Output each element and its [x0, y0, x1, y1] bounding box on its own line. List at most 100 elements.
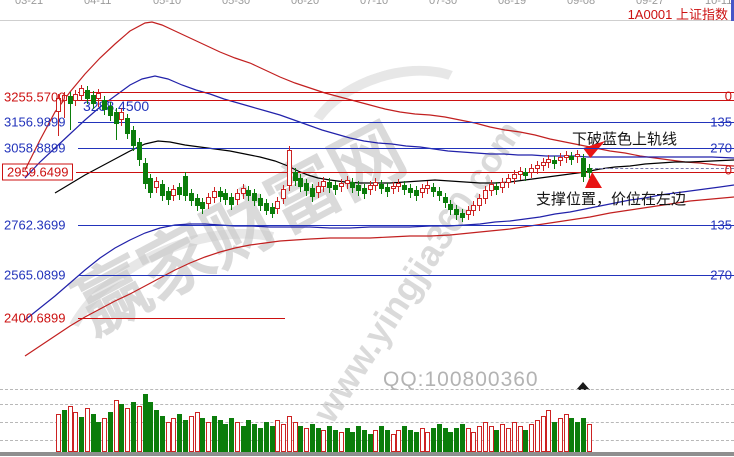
volume-bar	[241, 426, 246, 452]
candlestick	[114, 112, 119, 124]
candlestick	[160, 184, 165, 196]
candlestick	[119, 112, 124, 120]
candlestick	[91, 95, 96, 104]
candlestick	[581, 158, 586, 177]
volume-bar	[218, 420, 223, 452]
volume-bar	[62, 410, 67, 452]
candlestick	[402, 185, 407, 190]
volume-bar	[494, 430, 499, 452]
candlestick	[79, 88, 84, 96]
x-axis-date-label: 04-11	[84, 0, 112, 7]
volume-bar	[264, 422, 269, 452]
candlestick	[148, 178, 153, 193]
candlestick	[391, 186, 396, 189]
volume-bar	[558, 418, 563, 452]
y-axis-right-label: 0	[724, 88, 732, 104]
candlestick	[195, 198, 200, 206]
volume-bar	[275, 420, 280, 452]
candlestick	[396, 183, 401, 187]
volume-bar	[420, 428, 425, 452]
candlestick	[246, 190, 251, 196]
mid-lower-blue-curve	[24, 184, 734, 321]
volume-bar	[195, 412, 200, 452]
candlestick	[558, 157, 563, 161]
volume-bar	[137, 406, 142, 452]
volume-bar	[73, 412, 78, 452]
volume-bar	[385, 430, 390, 452]
candlestick	[166, 191, 171, 200]
volume-bar	[546, 410, 551, 452]
header-separator	[0, 20, 734, 21]
qq-contact-label: QQ:100800360	[383, 368, 539, 391]
x-axis-date-label: 08-19	[498, 0, 527, 7]
volume-bar	[281, 424, 286, 452]
volume-bar	[246, 420, 251, 452]
volume-bar	[206, 422, 211, 452]
candlestick	[252, 193, 257, 201]
candlestick	[327, 182, 332, 188]
volume-bar	[408, 430, 413, 452]
mid-upper-blue-curve	[24, 75, 734, 179]
volume-bar	[368, 434, 373, 452]
candlestick	[171, 189, 176, 196]
candlestick	[466, 210, 471, 215]
candlestick	[102, 100, 107, 110]
candlestick	[575, 154, 580, 157]
volume-bar	[443, 428, 448, 452]
volume-bar	[506, 428, 511, 452]
volume-bar	[500, 424, 505, 452]
candlestick	[362, 188, 367, 194]
candlestick	[241, 188, 246, 194]
volume-bar	[477, 426, 482, 452]
candlestick	[523, 172, 528, 176]
volume-bar	[454, 428, 459, 452]
volume-bar	[154, 410, 159, 452]
candlestick	[546, 159, 551, 163]
volume-bar	[91, 414, 96, 452]
volume-bar	[56, 414, 61, 452]
candlestick	[200, 202, 205, 209]
price-level-line	[78, 148, 734, 149]
y-axis-price-label: 2565.0899	[4, 267, 66, 283]
candlestick	[212, 191, 217, 198]
candlestick	[431, 187, 436, 192]
candlestick	[316, 186, 321, 193]
volume-bar	[523, 430, 528, 452]
volume-bar	[569, 418, 574, 452]
x-axis-date-label: 05-10	[153, 0, 182, 7]
volume-bar	[270, 426, 275, 452]
candlestick	[73, 94, 78, 101]
volume-bar	[396, 430, 401, 452]
volume-bar	[414, 432, 419, 452]
candlestick	[506, 178, 511, 183]
candlestick	[154, 181, 159, 188]
volume-gridline	[0, 422, 734, 423]
candlestick	[535, 165, 540, 169]
candlestick	[356, 185, 361, 191]
y-axis-price-label: 2400.6899	[4, 310, 66, 326]
x-axis-date-label: 09-08	[567, 0, 596, 7]
candlestick	[56, 98, 61, 112]
volume-bar	[356, 426, 361, 452]
volume-bar	[350, 432, 355, 452]
x-axis-date-label: 05-30	[222, 0, 251, 7]
candlestick	[587, 168, 592, 173]
volume-bar	[177, 414, 182, 452]
candlestick	[420, 188, 425, 193]
price-level-line	[78, 100, 734, 101]
candlestick	[569, 156, 574, 160]
volume-gridline	[0, 440, 734, 441]
volume-bar	[310, 424, 315, 452]
candlestick	[229, 197, 234, 205]
x-axis-date-label: 06-20	[291, 0, 320, 7]
volume-bar	[437, 424, 442, 452]
candlestick	[137, 142, 142, 160]
candlestick	[258, 198, 263, 206]
volume-bar	[552, 422, 557, 452]
x-axis-date-label: 07-10	[360, 0, 389, 7]
candlestick	[298, 178, 303, 187]
volume-gridline	[0, 389, 734, 390]
candlestick	[339, 183, 344, 187]
candlestick	[68, 96, 73, 104]
